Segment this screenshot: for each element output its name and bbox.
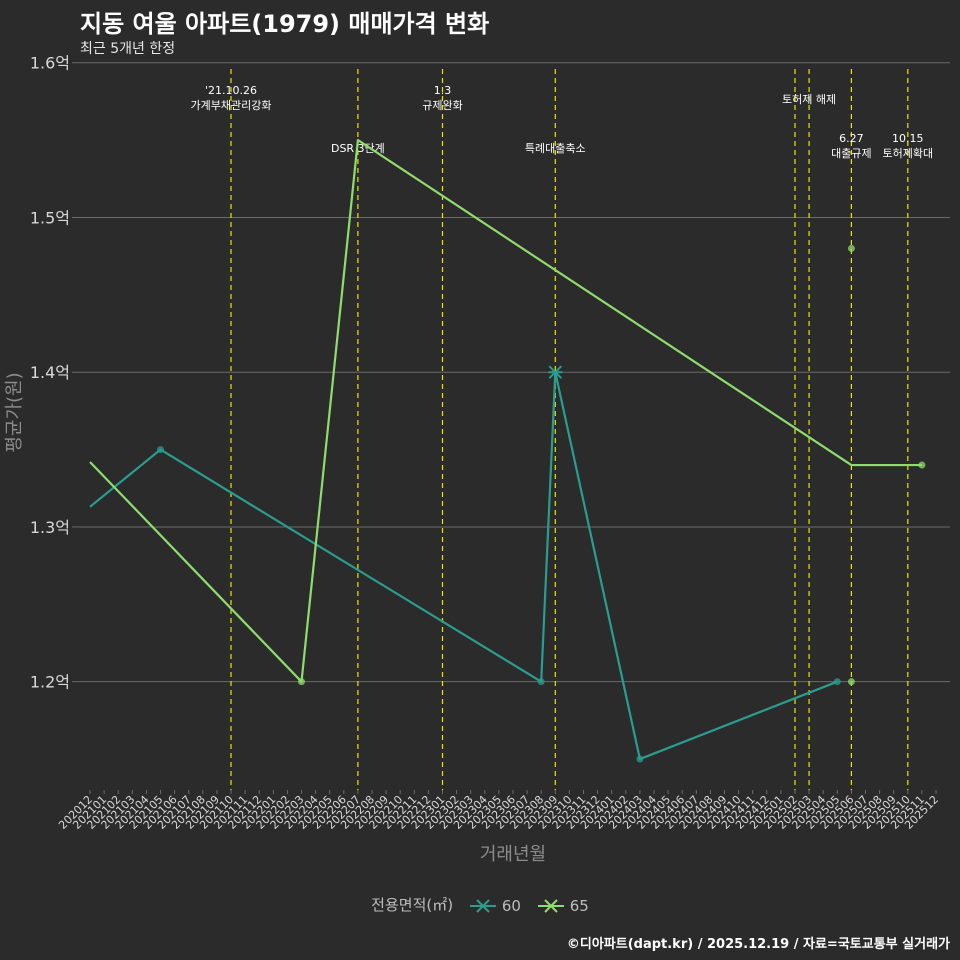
legend-swatch-60 bbox=[469, 899, 496, 913]
data-point-60 bbox=[537, 678, 545, 686]
legend-label-60: 60 bbox=[501, 896, 521, 915]
legend-swatch-65 bbox=[537, 899, 564, 913]
legend-item-60: 60 bbox=[468, 896, 521, 915]
event-label: '21.10.26 bbox=[205, 84, 257, 97]
event-label: 토허제확대 bbox=[882, 147, 933, 160]
y-tick-label: 1.3억 bbox=[30, 518, 70, 537]
event-label: 토허제 해제 bbox=[782, 92, 836, 106]
event-label: 1.3 bbox=[434, 84, 452, 97]
source-caption: ©디아파트(dapt.kr) / 2025.12.19 / 자료=국토교통부 실… bbox=[566, 937, 950, 952]
x-axis-label: 거래년월 bbox=[480, 844, 546, 865]
y-tick-label: 1.4억 bbox=[30, 363, 70, 382]
chart-title: 지동 여울 아파트(1979) 매매가격 변화 bbox=[80, 10, 490, 38]
event-label: 대출규제 bbox=[831, 147, 871, 160]
series-line-60 bbox=[89, 371, 838, 761]
data-point-60 bbox=[636, 755, 644, 763]
event-label: 6.27 bbox=[839, 132, 864, 145]
series-line-65 bbox=[89, 139, 922, 683]
y-tick-label: 1.6억 bbox=[30, 54, 70, 73]
legend: 전용면적(㎡) 60 65 bbox=[0, 894, 960, 915]
event-label: 10.15 bbox=[892, 132, 924, 145]
legend-label-65: 65 bbox=[569, 896, 589, 915]
data-point-60 bbox=[833, 678, 841, 686]
data-point-extra bbox=[847, 678, 855, 686]
data-point-65 bbox=[918, 461, 926, 469]
chart-subtitle: 최근 5개년 한정 bbox=[80, 41, 176, 57]
y-tick-label: 1.5억 bbox=[30, 208, 70, 227]
data-point-60 bbox=[157, 446, 164, 454]
event-label: 가계부채관리강화 bbox=[191, 99, 272, 112]
y-tick-label: 1.2억 bbox=[30, 673, 70, 692]
legend-item-65: 65 bbox=[536, 896, 589, 915]
data-point-extra bbox=[847, 244, 855, 252]
data-point-65 bbox=[298, 678, 305, 686]
data-point-60 bbox=[548, 365, 563, 379]
event-label: 특례대출축소 bbox=[525, 142, 586, 155]
legend-title: 전용면적(㎡) bbox=[371, 896, 454, 914]
y-axis-label: 평균가(원) bbox=[4, 372, 25, 452]
event-label: 규제완화 bbox=[422, 99, 462, 112]
